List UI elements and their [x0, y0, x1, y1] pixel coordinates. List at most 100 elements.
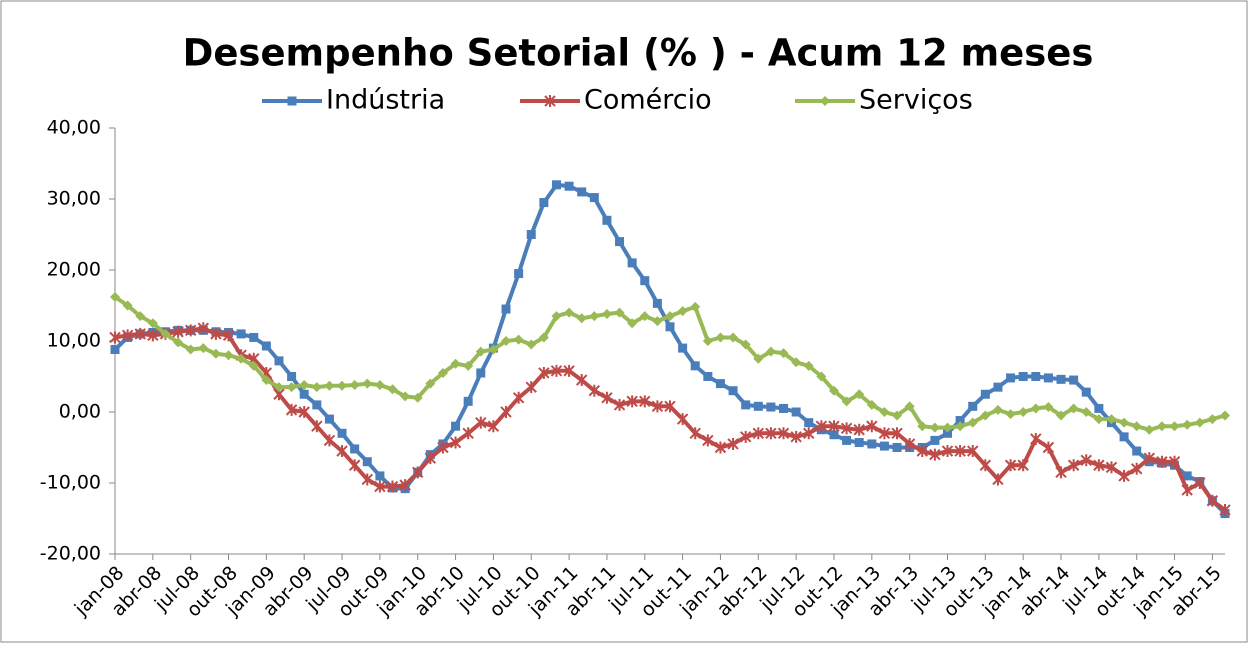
marker: [1206, 494, 1219, 507]
marker: [753, 353, 764, 364]
marker: [185, 344, 196, 355]
y-tick-label: 10,00: [47, 330, 101, 352]
marker: [778, 348, 789, 359]
marker: [841, 396, 852, 407]
marker: [475, 346, 486, 357]
marker: [287, 372, 297, 381]
y-tick-label: 40,00: [47, 117, 101, 139]
marker: [312, 400, 322, 410]
marker: [121, 329, 134, 342]
marker: [476, 368, 486, 378]
marker: [463, 360, 474, 371]
marker: [135, 311, 146, 322]
marker: [1080, 454, 1092, 467]
marker: [1219, 503, 1231, 516]
marker: [854, 389, 865, 400]
marker: [374, 380, 385, 391]
marker: [1131, 421, 1142, 432]
marker: [1069, 375, 1079, 385]
marker: [336, 445, 348, 458]
marker: [777, 427, 790, 440]
marker: [348, 459, 361, 472]
marker: [955, 416, 965, 426]
marker: [614, 307, 625, 318]
marker: [690, 361, 700, 371]
marker: [526, 230, 536, 239]
marker: [110, 291, 120, 302]
marker: [702, 434, 714, 447]
marker: [866, 420, 878, 433]
marker: [362, 457, 372, 467]
marker: [639, 395, 651, 408]
marker: [463, 396, 473, 406]
marker: [451, 421, 461, 431]
marker: [437, 441, 449, 454]
marker: [728, 332, 739, 343]
marker: [501, 336, 512, 346]
marker: [665, 311, 675, 322]
marker: [311, 382, 322, 393]
marker: [815, 420, 828, 433]
marker: [1018, 372, 1028, 381]
marker: [361, 473, 373, 486]
marker: [941, 445, 954, 458]
marker: [1030, 432, 1042, 445]
legend: Indústria Comércio Serviços: [262, 85, 973, 116]
marker: [299, 380, 310, 391]
marker: [1144, 424, 1155, 435]
marker: [639, 311, 650, 322]
marker: [449, 436, 462, 449]
marker: [942, 422, 953, 433]
marker: [1055, 466, 1067, 479]
marker: [173, 337, 184, 348]
marker: [475, 416, 487, 429]
marker: [992, 404, 1003, 415]
marker: [147, 329, 159, 342]
marker: [1042, 441, 1055, 454]
legend-label: Comércio: [584, 85, 712, 116]
marker: [425, 378, 436, 389]
y-tick-label: -10,00: [40, 472, 101, 494]
marker: [588, 384, 601, 397]
marker: [1081, 407, 1092, 417]
marker: [1018, 407, 1029, 417]
marker: [563, 364, 575, 377]
marker: [627, 258, 637, 268]
marker: [160, 328, 171, 339]
marker: [930, 435, 940, 445]
marker: [803, 360, 814, 371]
marker: [424, 452, 437, 465]
marker: [1006, 373, 1016, 383]
marker: [387, 384, 398, 395]
marker: [615, 237, 625, 247]
marker: [993, 382, 1003, 392]
marker: [820, 96, 830, 106]
marker: [249, 332, 259, 342]
marker: [943, 428, 952, 438]
marker: [740, 339, 751, 350]
marker: [222, 329, 235, 342]
marker: [766, 402, 776, 412]
marker: [374, 480, 386, 493]
marker: [652, 298, 662, 308]
marker: [550, 364, 563, 377]
marker: [350, 444, 360, 454]
marker: [1143, 452, 1156, 465]
marker: [878, 427, 891, 440]
marker: [842, 435, 852, 445]
marker: [676, 413, 689, 426]
marker: [412, 466, 424, 479]
marker: [261, 341, 271, 351]
marker: [1030, 403, 1041, 414]
marker: [513, 334, 524, 345]
marker: [324, 380, 335, 391]
marker: [501, 304, 511, 314]
marker: [298, 406, 310, 418]
marker: [1043, 373, 1053, 383]
marker: [210, 348, 221, 359]
marker: [955, 421, 966, 432]
marker: [399, 479, 411, 492]
marker: [840, 422, 853, 435]
marker: [589, 193, 599, 203]
